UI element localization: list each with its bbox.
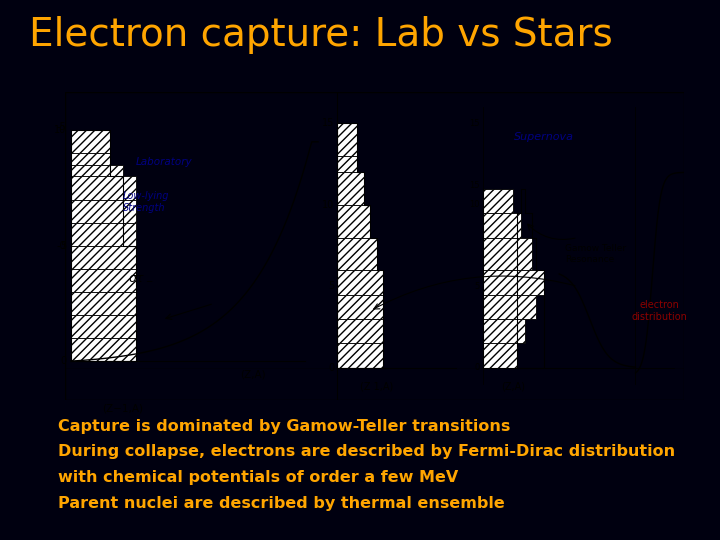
Text: 0: 0 <box>328 363 334 373</box>
Polygon shape <box>71 165 123 177</box>
Text: 10: 10 <box>322 200 334 210</box>
Polygon shape <box>483 295 536 319</box>
Polygon shape <box>71 153 110 165</box>
Polygon shape <box>71 130 110 153</box>
Polygon shape <box>337 172 364 205</box>
Polygon shape <box>337 343 383 368</box>
Text: -0: -0 <box>56 241 66 251</box>
Polygon shape <box>71 269 136 292</box>
Text: (Z,A): (Z,A) <box>501 381 526 391</box>
Polygon shape <box>483 213 521 238</box>
Text: 0: 0 <box>474 363 480 373</box>
Polygon shape <box>483 319 525 343</box>
Text: Capture is dominated by Gamow-Teller transitions: Capture is dominated by Gamow-Teller tra… <box>58 418 510 434</box>
Polygon shape <box>337 156 357 172</box>
Polygon shape <box>71 246 136 269</box>
Text: 10: 10 <box>54 125 66 136</box>
Polygon shape <box>483 238 533 270</box>
Text: electron
distribution: electron distribution <box>631 300 688 322</box>
Text: Supernova: Supernova <box>514 132 574 142</box>
Polygon shape <box>483 188 513 213</box>
Polygon shape <box>337 295 383 319</box>
Polygon shape <box>337 124 357 156</box>
Polygon shape <box>71 292 136 315</box>
Polygon shape <box>483 343 517 368</box>
Text: 15: 15 <box>322 118 334 129</box>
Polygon shape <box>337 238 377 270</box>
Polygon shape <box>483 270 544 295</box>
Text: Parent nuclei are described by thermal ensemble: Parent nuclei are described by thermal e… <box>58 496 504 511</box>
Text: 15: 15 <box>469 119 480 128</box>
Text: Electron capture: Lab vs Stars: Electron capture: Lab vs Stars <box>29 16 613 54</box>
Text: (Z 1,A): (Z 1,A) <box>360 381 393 391</box>
Text: Gamow Teller
Resonance: Gamow Teller Resonance <box>565 244 626 264</box>
Polygon shape <box>71 338 136 361</box>
Text: $\sigma\tau_-$: $\sigma\tau_-$ <box>128 271 154 284</box>
Polygon shape <box>337 205 370 238</box>
Text: 5: 5 <box>474 282 480 291</box>
Text: -5: -5 <box>56 122 66 132</box>
Text: During collapse, electrons are described by Fermi-Dirac distribution: During collapse, electrons are described… <box>58 444 675 460</box>
Polygon shape <box>71 177 136 200</box>
Text: 10: 10 <box>469 200 480 210</box>
Polygon shape <box>337 319 383 343</box>
Polygon shape <box>71 200 136 222</box>
Text: with chemical potentials of order a few MeV: with chemical potentials of order a few … <box>58 470 458 485</box>
Text: Laboratory: Laboratory <box>136 157 193 167</box>
Text: 15: 15 <box>469 181 480 190</box>
Polygon shape <box>71 315 136 338</box>
Polygon shape <box>337 270 383 295</box>
Text: 0: 0 <box>60 356 66 366</box>
Text: Low-lying
Strength: Low-lying Strength <box>123 192 169 213</box>
Text: 5: 5 <box>60 241 66 251</box>
Text: (Z,A): (Z,A) <box>240 369 266 379</box>
Text: 5: 5 <box>328 281 334 292</box>
Text: (Z−1,A): (Z−1,A) <box>102 403 143 413</box>
Polygon shape <box>71 222 136 246</box>
